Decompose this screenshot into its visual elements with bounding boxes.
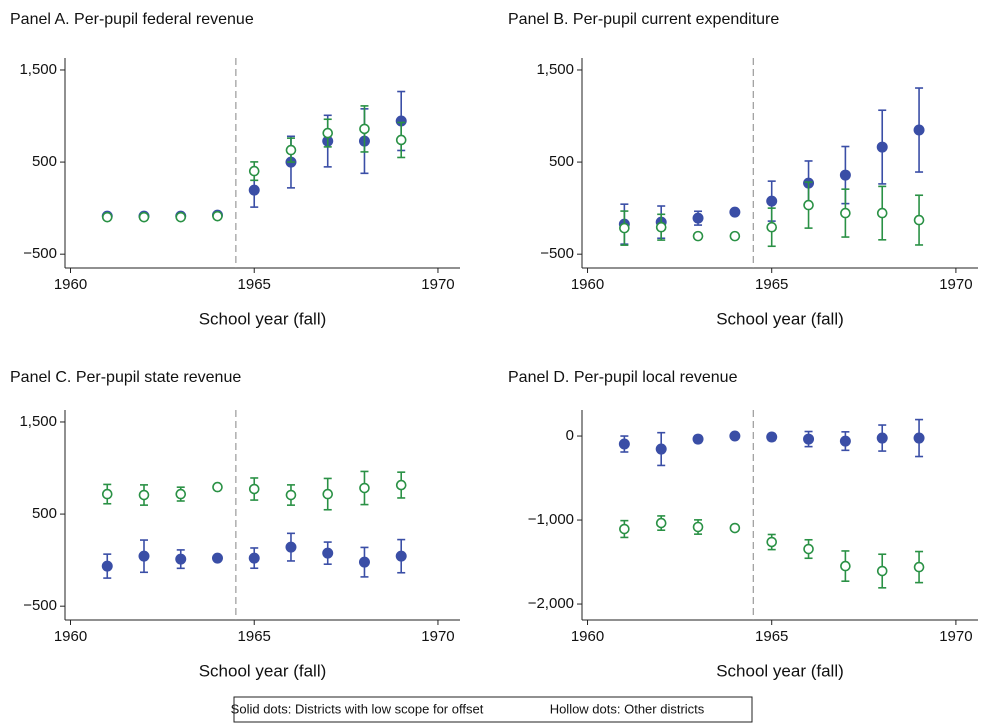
point (358, 556, 370, 568)
point (359, 123, 370, 135)
point (729, 430, 741, 442)
point (913, 432, 925, 444)
point (285, 144, 297, 156)
point (839, 169, 851, 181)
x-tick-label: 1970 (939, 628, 972, 645)
y-tick-label: −500 (23, 245, 57, 262)
point (655, 517, 667, 529)
point (248, 552, 260, 564)
point (840, 207, 851, 219)
point (101, 560, 113, 572)
point (322, 127, 334, 139)
point (729, 230, 741, 242)
point (692, 230, 704, 242)
point (840, 560, 851, 572)
y-tick-label: 500 (32, 505, 57, 522)
y-tick-label: 1,500 (19, 61, 57, 78)
point (839, 435, 851, 447)
point (175, 488, 187, 500)
point (322, 488, 334, 500)
legend-box (233, 696, 753, 723)
point (913, 124, 925, 136)
x-tick-label: 1970 (421, 628, 454, 645)
point (766, 195, 778, 207)
point (285, 541, 297, 553)
y-tick-label: −1,000 (528, 511, 574, 528)
point (876, 207, 888, 219)
point (212, 210, 223, 222)
point (101, 488, 113, 500)
point (248, 483, 260, 495)
point (619, 523, 630, 535)
point (138, 550, 150, 562)
point (175, 553, 187, 565)
panel-title: Panel A. Per-pupil federal revenue (10, 11, 254, 28)
x-tick-label: 1965 (755, 628, 788, 645)
point (876, 141, 888, 153)
point (248, 165, 260, 177)
point (913, 214, 925, 226)
point (766, 431, 778, 443)
x-axis-label: School year (fall) (199, 661, 327, 680)
point (322, 547, 334, 559)
y-tick-label: 500 (32, 153, 57, 170)
y-tick-label: −500 (23, 597, 57, 614)
x-tick-label: 1965 (238, 628, 271, 645)
point (138, 489, 150, 501)
point (876, 432, 888, 444)
y-tick-label: 500 (549, 153, 574, 170)
x-tick-label: 1965 (238, 276, 271, 293)
point (395, 134, 407, 146)
point (803, 199, 814, 211)
point (692, 521, 704, 533)
point (211, 552, 223, 564)
y-tick-label: 0 (566, 427, 574, 444)
point (803, 543, 814, 555)
point (876, 565, 888, 577)
point (101, 211, 113, 223)
point (692, 433, 704, 445)
panel-title: Panel C. Per-pupil state revenue (10, 369, 241, 386)
point (692, 212, 704, 224)
x-axis-label: School year (fall) (199, 309, 327, 328)
x-axis-label: School year (fall) (716, 661, 844, 680)
panel-title: Panel B. Per-pupil current expenditure (508, 11, 779, 28)
point (175, 211, 187, 223)
x-tick-label: 1960 (571, 628, 604, 645)
x-tick-label: 1970 (421, 276, 454, 293)
point (619, 222, 630, 234)
point (138, 211, 150, 223)
legend-entry: Solid dots: Districts with low scope for… (231, 701, 484, 716)
point (395, 479, 407, 491)
point (766, 536, 778, 548)
panel-title: Panel D. Per-pupil local revenue (508, 369, 738, 386)
y-tick-label: −500 (540, 245, 574, 262)
point (655, 221, 667, 233)
point (359, 482, 370, 494)
point (395, 550, 407, 562)
x-tick-label: 1970 (939, 276, 972, 293)
point (248, 184, 260, 196)
x-tick-label: 1960 (54, 628, 87, 645)
point (729, 522, 741, 534)
point (766, 221, 778, 233)
y-tick-label: −2,000 (528, 595, 574, 612)
point (729, 206, 741, 218)
x-tick-label: 1965 (755, 276, 788, 293)
point (618, 438, 630, 450)
x-tick-label: 1960 (54, 276, 87, 293)
point (655, 443, 667, 455)
point (803, 433, 815, 445)
legend-entry: Hollow dots: Other districts (550, 701, 705, 716)
point (913, 561, 925, 573)
x-tick-label: 1960 (571, 276, 604, 293)
x-axis-label: School year (fall) (716, 309, 844, 328)
point (212, 481, 223, 493)
y-tick-label: 1,500 (19, 413, 57, 430)
y-tick-label: 1,500 (536, 61, 574, 78)
point (285, 489, 297, 501)
